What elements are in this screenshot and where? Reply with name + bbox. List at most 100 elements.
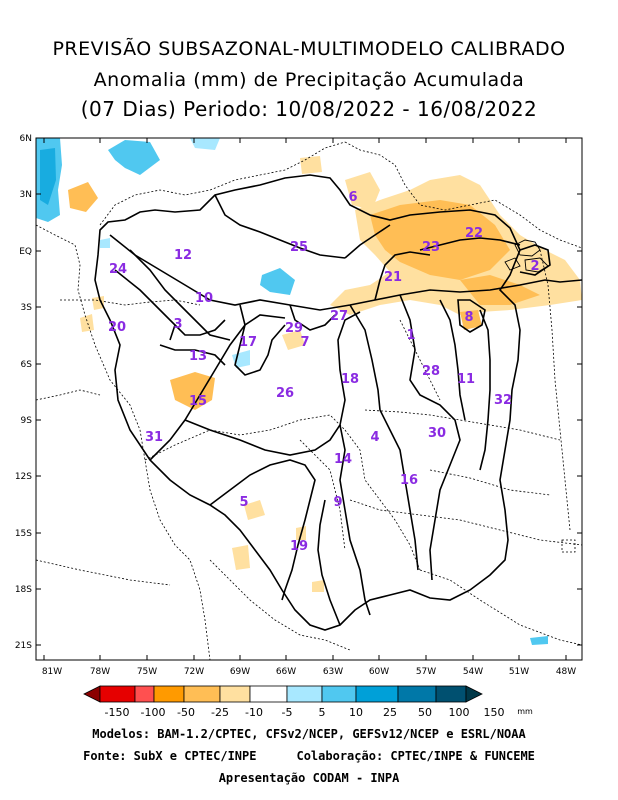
basin-label-18: 18: [341, 372, 359, 387]
lat-label: 6N: [20, 134, 32, 144]
map-title-line3: (07 Dias) Periodo: 10/08/2022 - 16/08/20…: [80, 97, 538, 121]
legend-swatch-0: [83, 685, 101, 703]
basin-label-1: 1: [406, 328, 415, 343]
negative-anomaly-5: [244, 500, 265, 520]
basin-label-14: 14: [334, 452, 352, 467]
negative-anomaly-8: [460, 310, 482, 330]
basin-label-27: 27: [330, 309, 348, 324]
basin-label-6: 6: [348, 190, 357, 205]
footer-models: Modelos: BAM-1.2/CPTEC, CFSv2/NCEP, GEFS…: [92, 727, 526, 741]
lat-label: 3S: [21, 303, 33, 313]
lon-label: 57W: [416, 667, 436, 677]
amazon-delta-islands: [504, 239, 549, 273]
positive-anomaly-n-small: [100, 238, 110, 248]
lon-label: 75W: [137, 667, 157, 677]
lon-label: 51W: [509, 667, 529, 677]
map-title-line1: PREVISÃO SUBSAZONAL-MULTIMODELO CALIBRAD…: [52, 38, 566, 60]
legend-label: 5: [319, 706, 326, 719]
footer-sources: Fonte: SubX e CPTEC/INPE Colaboração: CPT…: [0, 749, 618, 763]
basin-label-12: 12: [174, 248, 192, 263]
basin-label-5: 5: [239, 495, 248, 510]
basin-label-16: 16: [400, 473, 418, 488]
lon-label: 81W: [42, 667, 62, 677]
legend-label: -25: [211, 706, 229, 719]
basin-label-8: 8: [464, 310, 473, 325]
negative-anomaly-w2: [92, 296, 104, 310]
legend-label: 50: [418, 706, 432, 719]
legend-swatch-7: [286, 685, 323, 703]
positive-anomaly-se: [530, 636, 548, 645]
basin-label-22: 22: [465, 226, 483, 241]
basin-label-2: 2: [530, 259, 539, 274]
lat-label: 15S: [15, 529, 32, 539]
basin-boundaries: [94, 174, 582, 631]
color-legend: [83, 685, 483, 703]
footer-source: Fonte: SubX e CPTEC/INPE: [83, 749, 257, 763]
lat-label: 21S: [15, 641, 32, 651]
legend-swatch-10: [397, 685, 437, 703]
basin-label-26: 26: [276, 386, 294, 401]
legend-swatch-6: [249, 685, 288, 703]
basin-label-13: 13: [189, 349, 207, 364]
basin-label-23: 23: [422, 240, 440, 255]
anomaly-shading: [36, 138, 582, 645]
longitude-axis: 81W 78W 75W 72W 69W 66W 63W 60W 57W 54W …: [42, 138, 576, 677]
lon-label: 66W: [276, 667, 296, 677]
legend-swatch-8: [321, 685, 357, 703]
basin-label-20: 20: [108, 320, 126, 335]
legend-labels: -150 -100 -50 -25 -10 -5 5 10 25 50 100 …: [105, 706, 533, 719]
basin-label-29: 29: [285, 321, 303, 336]
basin-labels: 1 2 3 4 5 6 7 8 9 10 11 12 13 14 15 16 1…: [108, 190, 540, 554]
lat-label: EQ: [19, 247, 32, 257]
negative-anomaly-se-small: [232, 545, 250, 570]
map-title-line2: Anomalia (mm) de Precipitação Acumulada: [93, 69, 525, 91]
positive-anomaly-center2: [232, 350, 250, 368]
positive-anomaly-nw-inner: [40, 148, 56, 205]
negative-anomaly-north-small: [300, 156, 322, 174]
legend-swatch-5: [219, 685, 251, 703]
legend-label: 10: [349, 706, 363, 719]
legend-swatch-11: [435, 685, 467, 703]
map-frame: [35, 137, 583, 661]
legend-swatch-4: [183, 685, 221, 703]
legend-label: -10: [245, 706, 263, 719]
negative-anomaly-nw: [68, 182, 98, 212]
lat-label: 18S: [15, 585, 32, 595]
lon-label: 72W: [184, 667, 204, 677]
lat-label: 6S: [21, 360, 33, 370]
negative-anomaly-ne-mid: [370, 200, 510, 280]
legend-swatch-12: [465, 685, 483, 703]
legend-swatch-9: [355, 685, 399, 703]
legend-label: 25: [383, 706, 397, 719]
basin-label-7: 7: [300, 335, 309, 350]
footer-collaboration: Colaboração: CPTEC/INPE & FUNCEME: [296, 749, 535, 763]
basin-label-21: 21: [384, 270, 402, 285]
lat-label: 12S: [15, 472, 32, 482]
footer-presentation: Apresentação CODAM - INPA: [218, 771, 400, 785]
basin-label-4: 4: [370, 430, 379, 445]
legend-label: -100: [141, 706, 166, 719]
positive-anomaly-roraima: [190, 138, 220, 150]
basin-label-17: 17: [239, 335, 257, 350]
legend-label: -150: [105, 706, 130, 719]
negative-anomaly-15: [170, 372, 215, 410]
latitude-axis: 6N 3N EQ 3S 6S 9S 12S 15S 18S 21S: [15, 134, 582, 651]
legend-label: -50: [177, 706, 195, 719]
basin-label-25: 25: [290, 240, 308, 255]
lon-label: 78W: [90, 667, 110, 677]
positive-anomaly-center: [260, 268, 295, 295]
basin-label-3: 3: [173, 317, 182, 332]
legend-unit: mm: [517, 707, 533, 716]
lon-label: 69W: [230, 667, 250, 677]
basin-label-28: 28: [422, 364, 440, 379]
basin-label-10: 10: [195, 291, 213, 306]
lon-label: 54W: [463, 667, 483, 677]
positive-anomaly-north: [108, 140, 160, 175]
lon-label: 60W: [369, 667, 389, 677]
basin-label-32: 32: [494, 393, 512, 408]
legend-swatch-1: [99, 685, 136, 703]
negative-anomaly-6: [345, 172, 380, 210]
basin-label-15: 15: [189, 394, 207, 409]
legend-label: -5: [282, 706, 293, 719]
legend-swatch-3: [153, 685, 185, 703]
